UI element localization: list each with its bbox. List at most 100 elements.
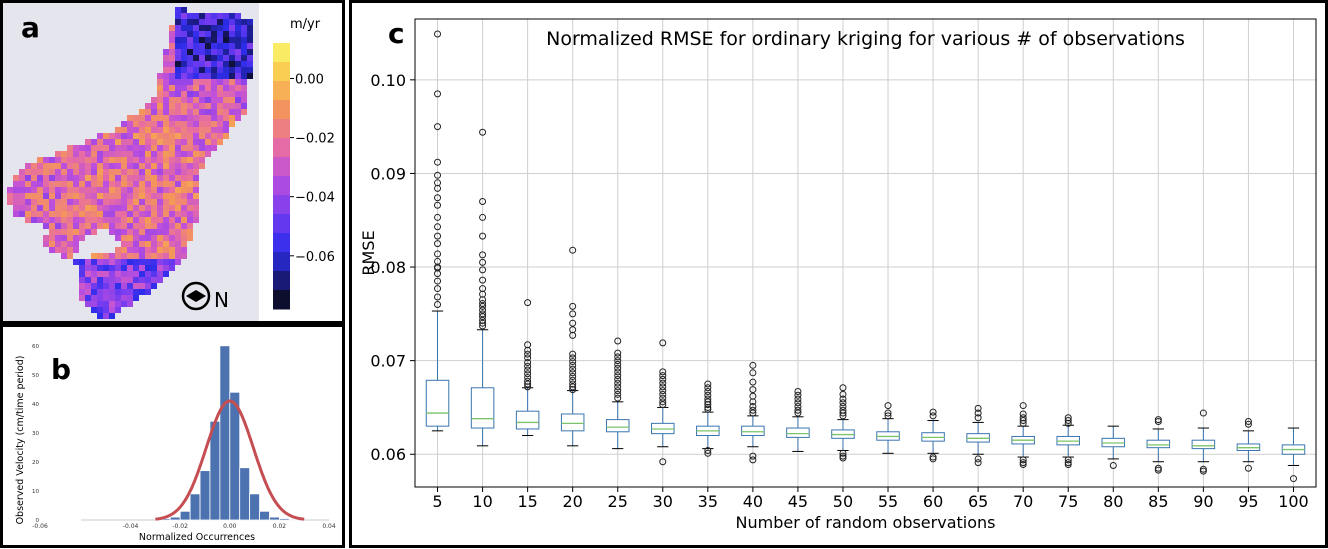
boxplot-ylabel: RMSE: [359, 230, 378, 275]
box-outlier: [704, 391, 712, 399]
box-outlier: [524, 354, 532, 362]
map-pixel: [223, 127, 229, 133]
map-pixel: [193, 193, 199, 199]
map-pixel: [127, 169, 133, 175]
map-pixel: [145, 229, 151, 235]
map-pixel: [139, 115, 145, 121]
box-outlier: [1064, 461, 1072, 469]
y-tick-label: 0.07: [370, 352, 406, 371]
box-outlier: [794, 406, 802, 414]
map-pixel: [169, 97, 175, 103]
box-outlier: [479, 198, 487, 206]
map-pixel: [109, 259, 115, 265]
map-pixel: [151, 247, 157, 253]
map-pixel: [31, 187, 37, 193]
map-pixel: [103, 205, 109, 211]
map-pixel: [133, 295, 139, 301]
box-outlier: [839, 449, 847, 457]
map-pixel: [235, 13, 241, 19]
map-pixel: [121, 187, 127, 193]
hist-bars: [159, 345, 300, 521]
map-pixel: [49, 169, 55, 175]
x-tick-label: 95: [1238, 492, 1258, 511]
map-pixel: [91, 205, 97, 211]
hist-bar: [278, 518, 290, 521]
map-pixel: [199, 91, 205, 97]
map-pixel: [157, 217, 163, 223]
map-pixel: [103, 301, 109, 307]
map-pixel: [175, 73, 181, 79]
map-pixel: [205, 61, 211, 67]
box-outlier: [659, 383, 667, 391]
map-pixel: [175, 31, 181, 37]
map-pixel: [157, 247, 163, 253]
box-outlier: [1019, 402, 1027, 410]
box-outlier: [614, 368, 622, 376]
map-pixel: [175, 121, 181, 127]
map-pixel: [121, 211, 127, 217]
box-group: [515, 299, 540, 437]
x-tick-label: 80: [1103, 492, 1123, 511]
map-pixel: [97, 259, 103, 265]
map-pixel: [145, 223, 151, 229]
box-outlier: [524, 359, 532, 367]
map-pixel: [121, 265, 127, 271]
map-pixel: [241, 91, 247, 97]
map-pixel: [163, 67, 169, 73]
map-pixel: [85, 271, 91, 277]
map-pixel: [217, 91, 223, 97]
box-outlier: [659, 379, 667, 387]
map-pixel: [109, 217, 115, 223]
map-pixel: [205, 133, 211, 139]
map-pixel: [49, 187, 55, 193]
map-pixel: [157, 85, 163, 91]
map-pixel: [169, 175, 175, 181]
map-pixel: [175, 157, 181, 163]
x-tick-label: 85: [1148, 492, 1168, 511]
map-pixel: [151, 265, 157, 271]
box-outlier: [1244, 417, 1252, 425]
map-pixel: [199, 163, 205, 169]
map-pixel: [13, 193, 19, 199]
box-group: [651, 339, 675, 466]
box-outlier: [839, 384, 847, 392]
x-tick-label: 35: [698, 492, 718, 511]
map-pixel: [145, 103, 151, 109]
box-outlier: [704, 405, 712, 413]
map-pixel: [121, 181, 127, 187]
hist-x-tick-label: -0.06: [32, 523, 48, 530]
map-pixel: [103, 295, 109, 301]
map-pixel: [211, 145, 217, 151]
map-pixel: [169, 193, 175, 199]
map-pixel: [169, 67, 175, 73]
box-outlier: [479, 276, 487, 284]
box-outlier: [614, 383, 622, 391]
map-pixel: [187, 229, 193, 235]
map-pixel: [85, 301, 91, 307]
map-pixel: [211, 103, 217, 109]
map-pixel: [163, 205, 169, 211]
map-pixel: [205, 127, 211, 133]
map-pixel: [85, 199, 91, 205]
map-pixel: [187, 157, 193, 163]
map-pixel: [115, 139, 121, 145]
map-pixel: [157, 133, 163, 139]
map-pixel: [205, 67, 211, 73]
map-pixel: [229, 91, 235, 97]
map-pixel: [151, 229, 157, 235]
box-outlier: [479, 232, 487, 240]
map-pixel: [187, 79, 193, 85]
map-pixel: [157, 145, 163, 151]
map-pixel: [55, 157, 61, 163]
box-outlier: [524, 380, 532, 388]
map-pixel: [235, 115, 241, 121]
map-pixel: [229, 31, 235, 37]
map-pixel: [199, 133, 205, 139]
map-pixel: [127, 271, 133, 277]
panel-label-b: b: [51, 353, 72, 386]
map-pixel: [121, 199, 127, 205]
y-tick-label: 0.08: [370, 258, 406, 277]
map-pixel: [223, 79, 229, 85]
map-pixel: [103, 199, 109, 205]
map-pixel: [187, 25, 193, 31]
